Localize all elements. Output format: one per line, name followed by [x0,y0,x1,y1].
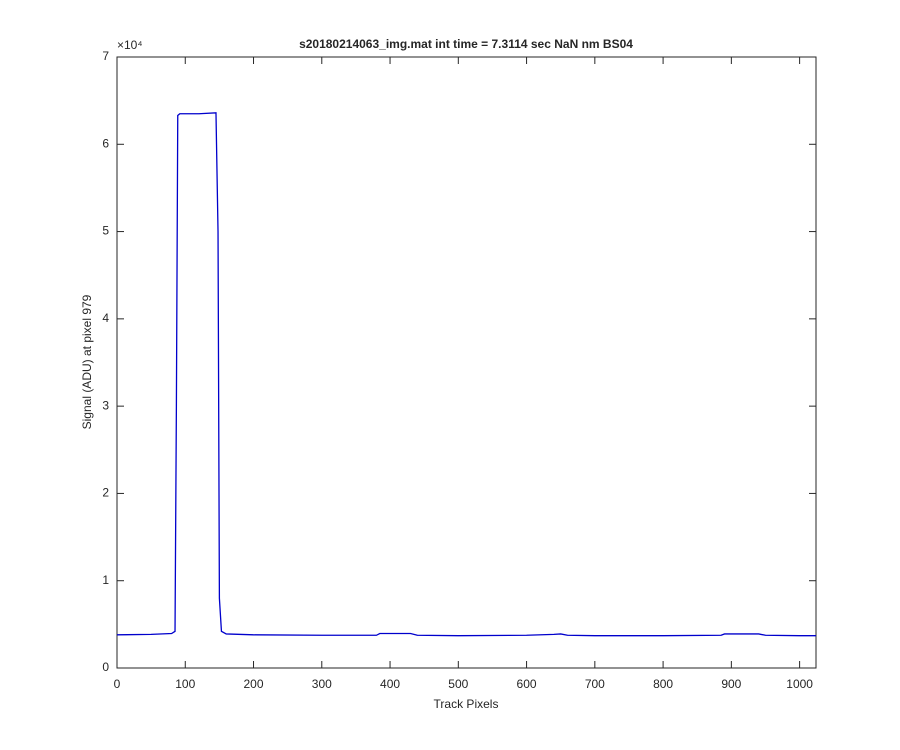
x-tick-label: 100 [175,677,195,691]
y-tick-label: 5 [102,224,109,238]
x-tick-label: 1000 [786,677,813,691]
x-tick-label: 700 [585,677,605,691]
y-tick-label: 7 [102,49,109,63]
y-tick-label: 0 [102,660,109,674]
x-tick-label: 800 [653,677,673,691]
x-tick-label: 400 [380,677,400,691]
x-tick-label: 0 [114,677,121,691]
x-tick-label: 300 [312,677,332,691]
x-tick-label: 200 [244,677,264,691]
x-tick-label: 900 [721,677,741,691]
y-tick-label: 3 [102,398,109,412]
y-axis-label: Signal (ADU) at pixel 979 [80,294,94,429]
plot-frame [116,56,817,669]
y-tick-label: 6 [102,136,109,150]
x-tick-label: 600 [517,677,537,691]
data-line [116,112,816,637]
y-tick-label: 1 [102,573,109,587]
x-axis-label: Track Pixels [434,697,499,711]
y-tick-label: 4 [102,311,109,325]
y-tick-label: 2 [102,486,109,500]
x-tick-label: 500 [448,677,468,691]
chart-title: s20180214063_img.mat int time = 7.3114 s… [299,37,633,51]
y-exponent-label: ×10⁴ [117,38,143,52]
